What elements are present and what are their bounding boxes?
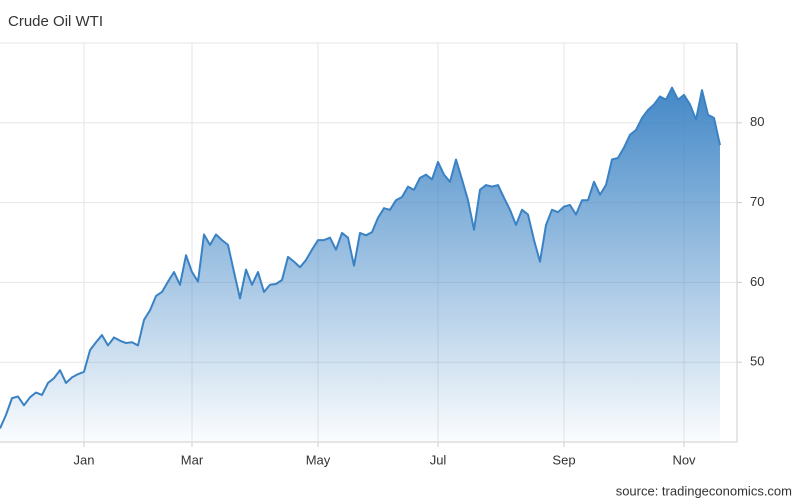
y-tick-label: 60 (750, 274, 764, 289)
x-tick-label: Jan (74, 452, 95, 467)
x-tick-label: Mar (181, 452, 204, 467)
source: source: tradingeconomics.com (616, 483, 792, 498)
y-tick-label: 80 (750, 114, 764, 129)
line (0, 86, 721, 429)
x-tick-label: Sep (552, 452, 575, 467)
area-fill (0, 87, 720, 443)
x-tick-label: May (306, 452, 331, 467)
chart-title: Crude Oil WTI (8, 13, 103, 30)
x-tick-label: Nov (672, 452, 696, 467)
y-tick-label: 50 (750, 354, 764, 369)
x-tick-label: Jul (430, 452, 447, 467)
y-tick-label: 70 (750, 194, 764, 209)
